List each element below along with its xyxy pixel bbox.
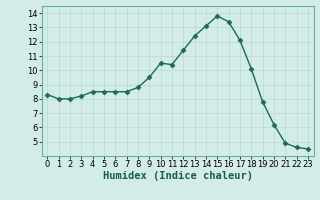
X-axis label: Humidex (Indice chaleur): Humidex (Indice chaleur)	[103, 171, 252, 181]
